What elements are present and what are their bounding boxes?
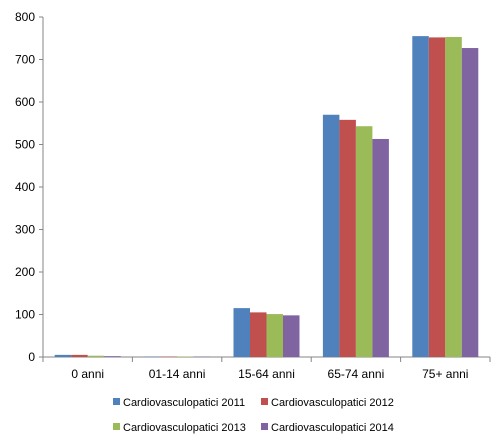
bars-layer xyxy=(55,36,479,357)
y-tick-label: 200 xyxy=(15,265,35,279)
x-category-label: 0 anni xyxy=(71,367,104,381)
legend-label: Cardiovasculopatici 2014 xyxy=(271,422,394,434)
bar xyxy=(339,120,356,357)
legend-swatch xyxy=(113,423,120,430)
bar xyxy=(356,126,373,357)
legend-label: Cardiovasculopatici 2013 xyxy=(123,422,246,434)
legend-label: Cardiovasculopatici 2011 xyxy=(123,397,245,409)
bar xyxy=(88,356,105,357)
y-tick-label: 500 xyxy=(15,138,35,152)
bar xyxy=(462,48,479,357)
bar xyxy=(71,355,88,357)
bar xyxy=(55,355,71,357)
legend-swatch xyxy=(261,423,268,430)
y-tick-label: 700 xyxy=(15,53,35,67)
bar xyxy=(429,37,446,357)
legend-swatch xyxy=(261,398,268,405)
bar xyxy=(323,115,340,357)
x-category-label: 01-14 anni xyxy=(149,367,206,381)
bar xyxy=(104,356,121,357)
x-category-label: 15-64 anni xyxy=(238,367,295,381)
x-category-label: 65-74 anni xyxy=(328,367,385,381)
bar xyxy=(250,312,267,357)
legend-label: Cardiovasculopatici 2012 xyxy=(271,397,394,409)
bar xyxy=(267,314,284,357)
bar xyxy=(445,37,462,357)
legend: Cardiovasculopatici 2011 Cardiovasculopat… xyxy=(113,397,394,434)
bar xyxy=(283,315,300,357)
legend-swatch xyxy=(113,398,120,405)
y-tick-label: 800 xyxy=(15,10,35,24)
y-tick-label: 400 xyxy=(15,180,35,194)
y-tick-label: 0 xyxy=(28,350,35,364)
x-category-label: 75+ anni xyxy=(422,367,468,381)
bar xyxy=(234,308,251,357)
y-tick-label: 600 xyxy=(15,95,35,109)
bar xyxy=(412,36,429,357)
y-tick-label: 100 xyxy=(15,308,35,322)
y-tick-label: 300 xyxy=(15,223,35,237)
bar xyxy=(372,139,389,357)
